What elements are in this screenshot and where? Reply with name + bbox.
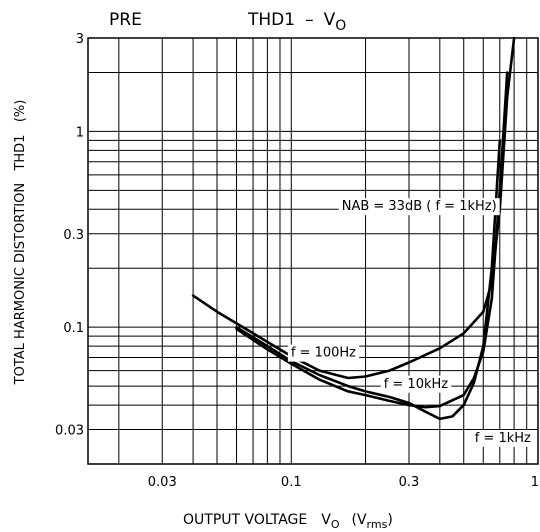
x-axis-label-variable: V <box>321 512 331 528</box>
plot-frame <box>87 37 539 465</box>
annotation-box <box>338 198 500 216</box>
curves <box>191 36 516 421</box>
annotation-label: f = 1kHz <box>475 431 531 446</box>
annotation-box <box>471 429 535 447</box>
annotation-label: f = 10kHz <box>384 377 449 392</box>
title-variable-subscript: O <box>335 18 346 34</box>
x-axis-label-main: OUTPUT VOLTAGE <box>183 512 307 528</box>
annotation-box <box>380 375 452 393</box>
annotation-box <box>287 344 360 362</box>
title-main: THD1 <box>247 10 295 30</box>
title-separator: – <box>305 10 314 30</box>
x-tick-label: 0.1 <box>281 475 302 490</box>
x-axis-label-unit-open: (V <box>351 512 366 528</box>
grid <box>88 38 538 464</box>
title-variable: V <box>324 10 336 30</box>
series-line <box>235 139 502 421</box>
annotation-label: f = 100Hz <box>291 346 356 361</box>
y-axis-label: TOTAL HARMONIC DISTORTION THD1 (%) <box>13 100 28 386</box>
x-tick-label: 0.3 <box>399 475 420 490</box>
tick-labels: 0.03 0.1 0.3 1 0.03 0.1 0.3 1 3 <box>55 32 539 490</box>
annotation-label: NAB = 33dB ( f = 1kHz) <box>342 199 497 214</box>
x-axis-label-unit-subscript: rms <box>367 518 388 531</box>
y-tick-label: 3 <box>76 32 84 47</box>
x-axis-label-variable-subscript: O <box>331 518 340 531</box>
x-axis-label: OUTPUT VOLTAGE VO (Vrms) <box>183 512 393 531</box>
annotations: NAB = 33dB ( f = 1kHz) f = 100Hz f = 10kHz… <box>287 198 535 447</box>
y-tick-label: 0.1 <box>63 321 84 336</box>
chart-title: THD1– VO <box>247 10 346 34</box>
y-tick-label: 1 <box>76 125 84 140</box>
x-tick-label: 0.03 <box>148 475 177 490</box>
x-tick-label: 1 <box>531 475 539 490</box>
x-axis-label-unit-close: ) <box>387 512 392 528</box>
y-tick-label: 0.03 <box>55 424 84 439</box>
y-tick-label: 0.3 <box>63 228 84 243</box>
header-left-label: PRE <box>109 10 142 30</box>
